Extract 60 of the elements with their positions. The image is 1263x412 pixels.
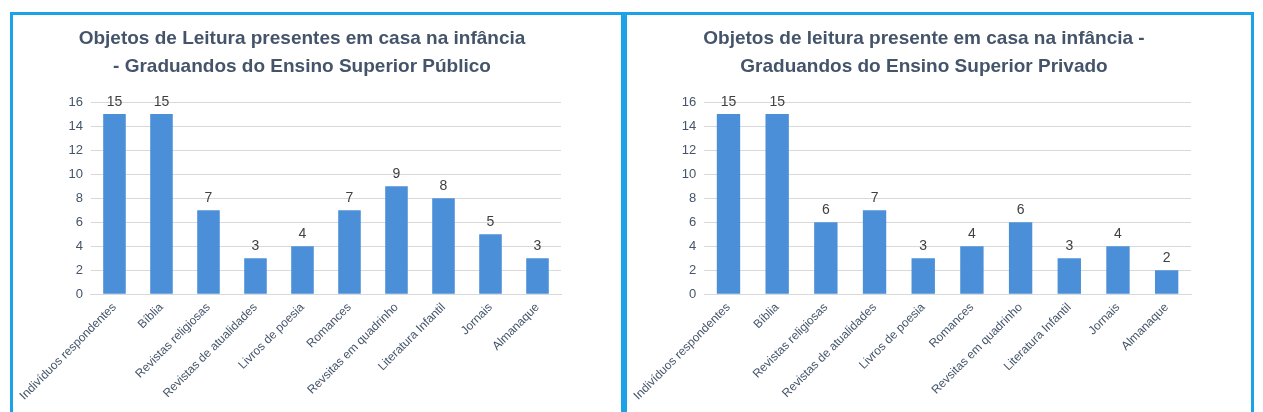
data-label: 15: [153, 92, 170, 109]
bar: [960, 246, 984, 294]
data-label: 4: [298, 225, 307, 242]
bar: [244, 258, 267, 294]
chart-title: Objetos de leitura presente em casa na infância - Graduandos do Ensino Superior Privado: [703, 27, 1145, 76]
data-label: 6: [821, 201, 830, 218]
y-tick-label: 6: [75, 213, 83, 229]
y-tick-label: 10: [68, 165, 83, 181]
y-tick-label: 16: [681, 93, 697, 109]
bar: [1057, 258, 1081, 294]
y-tick-label: 8: [75, 189, 83, 205]
y-tick-label: 4: [75, 237, 83, 253]
data-label: 3: [533, 237, 542, 254]
y-tick-label: 0: [688, 285, 697, 301]
y-tick-label: 8: [688, 189, 697, 205]
y-tick-label: 6: [688, 213, 697, 229]
data-label: 2: [1162, 249, 1171, 266]
data-label: 7: [204, 189, 213, 206]
bar: [197, 210, 220, 294]
bar: [765, 114, 789, 294]
bar: [911, 258, 935, 294]
bar: [1008, 222, 1033, 294]
y-tick-label: 4: [688, 237, 697, 253]
bar: [814, 222, 838, 294]
y-tick-label: 10: [681, 165, 697, 181]
bar: [432, 198, 455, 294]
bar: [526, 258, 549, 294]
data-label: 15: [106, 92, 123, 109]
bar: [291, 246, 314, 294]
data-label: 3: [919, 237, 928, 254]
data-label: 9: [392, 165, 401, 182]
data-label: 5: [486, 213, 495, 230]
data-label: 3: [251, 237, 260, 254]
data-label: 7: [345, 189, 354, 206]
data-label: 3: [1065, 237, 1074, 254]
data-label: 7: [870, 189, 879, 206]
y-tick-label: 12: [68, 141, 83, 157]
bar: [150, 114, 173, 294]
data-label: 4: [1114, 225, 1123, 242]
y-tick-label: 16: [68, 93, 83, 109]
data-label: 4: [968, 225, 977, 242]
bar: [479, 234, 502, 294]
bar: [716, 114, 741, 294]
chart-title: Objetos de Leitura presentes em casa na infância - Graduandos do Ensino Superior Público: [78, 27, 526, 76]
y-tick-label: 12: [681, 141, 697, 157]
y-tick-label: 14: [681, 117, 697, 133]
data-label: 6: [1016, 201, 1025, 218]
data-label: 15: [769, 92, 786, 109]
bar: [385, 186, 408, 294]
bar: [338, 210, 361, 294]
data-label: 15: [720, 92, 737, 109]
bar: [1154, 270, 1179, 294]
bar: [103, 114, 126, 294]
y-tick-label: 14: [68, 117, 83, 133]
bar: [862, 210, 887, 294]
bar: [1106, 246, 1130, 294]
y-tick-label: 2: [75, 261, 83, 277]
y-tick-label: 0: [75, 285, 83, 301]
y-tick-label: 2: [688, 261, 697, 277]
data-label: 8: [439, 177, 448, 194]
